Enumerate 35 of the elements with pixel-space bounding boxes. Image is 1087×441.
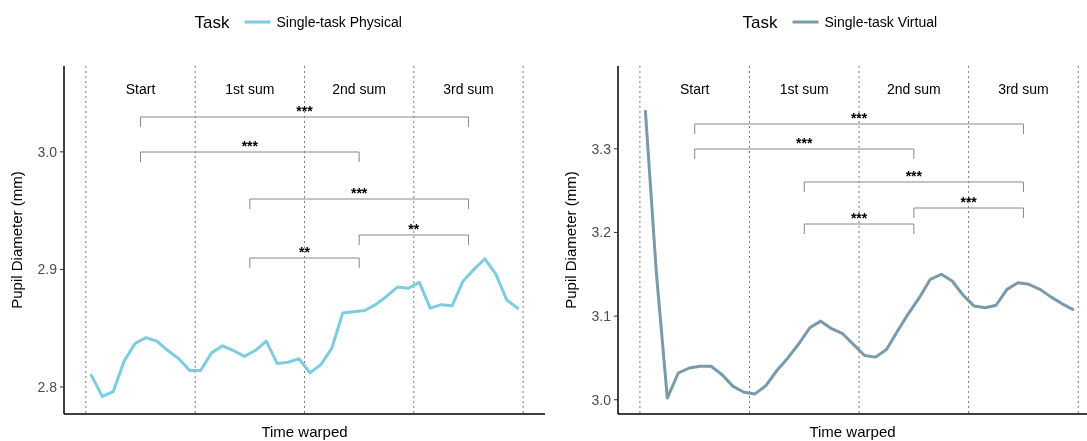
annotation: 2nd sum [332, 81, 387, 97]
y-tick-label: 3.0 [37, 143, 58, 160]
annotation: *** [296, 103, 314, 119]
y-tick-label: 3.0 [591, 391, 612, 408]
annotation: *** [905, 168, 923, 184]
y-tick-label: 3.2 [591, 224, 612, 241]
legend-label: Single-task Physical [276, 14, 402, 30]
annotation: 2nd sum [887, 81, 941, 97]
annotation: *** [850, 110, 868, 126]
y-tick-label: 2.8 [37, 378, 58, 395]
annotation: 1st sum [779, 81, 829, 97]
x-axis-title: Time warped [261, 423, 348, 440]
x-axis-title: Time warped [809, 423, 896, 440]
annotation: Start [679, 81, 710, 97]
annotation: 3rd sum [998, 81, 1049, 97]
annotation: *** [850, 210, 868, 226]
annotation: 3rd sum [443, 81, 494, 97]
legend-title: Task [194, 13, 230, 32]
legend-label: Single-task Virtual [824, 14, 938, 30]
annotation: *** [350, 185, 368, 201]
line-series [643, 109, 1075, 400]
annotation: *** [796, 135, 813, 151]
annotation: *** [241, 138, 259, 154]
line-series [89, 257, 520, 398]
annotation: 1st sum [225, 81, 275, 97]
legend-title: Task [742, 13, 778, 32]
y-tick-label: 3.1 [591, 308, 612, 325]
annotation: *** [960, 194, 978, 210]
y-axis-title: Pupil Diameter (mm) [8, 171, 25, 309]
annotation: Start [125, 81, 156, 97]
y-tick-label: 3.3 [591, 140, 612, 157]
annotation: ** [299, 244, 311, 260]
y-tick-label: 2.9 [37, 261, 58, 278]
y-axis-title: Pupil Diameter (mm) [562, 171, 579, 309]
annotation: ** [408, 221, 420, 237]
